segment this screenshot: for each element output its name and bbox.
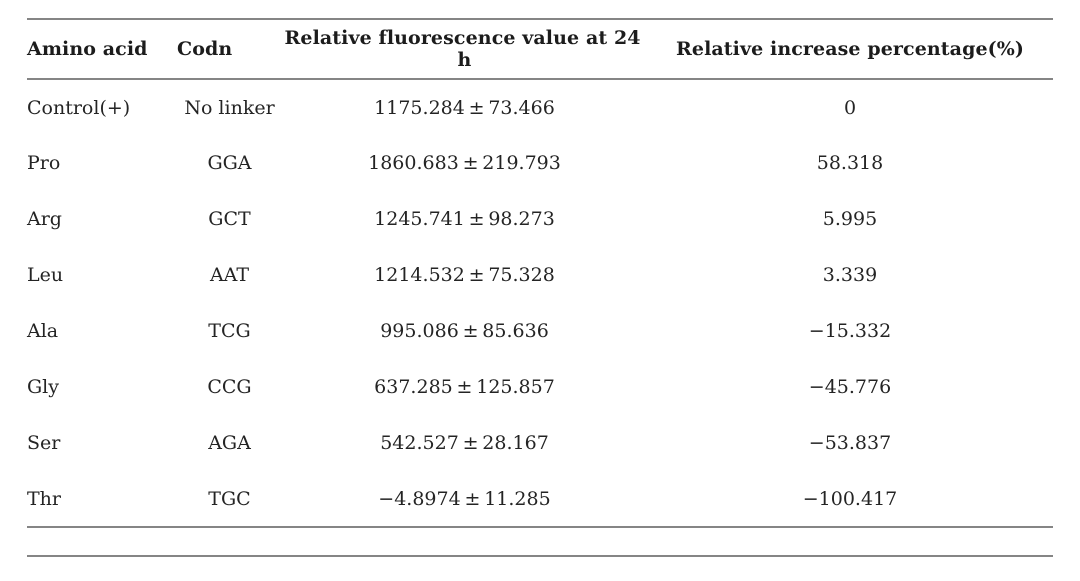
cell-amino-acid: Leu bbox=[27, 264, 64, 286]
cell-codon: GGA bbox=[207, 152, 252, 174]
cell-fluorescence: 1860.683 ± 219.793 bbox=[368, 152, 561, 174]
column-header-fluorescence: Relative fluorescence value at 24 h bbox=[284, 27, 645, 71]
cell-amino-acid: Arg bbox=[27, 208, 62, 230]
cell-amino-acid: Gly bbox=[27, 376, 59, 398]
cell-fluorescence: 1245.741 ± 98.273 bbox=[374, 208, 555, 230]
table-row: Leu AAT 1214.532 ± 75.328 3.339 bbox=[27, 247, 1053, 303]
cell-fluorescence: 995.086 ± 85.636 bbox=[380, 320, 549, 342]
cell-codon: AAT bbox=[209, 264, 250, 286]
cell-increase: 3.339 bbox=[822, 264, 878, 286]
cell-fluorescence: 542.527 ± 28.167 bbox=[380, 432, 549, 454]
cell-amino-acid: Control(+) bbox=[27, 96, 131, 119]
column-header-increase-percentage: Relative increase percentage(%) bbox=[675, 38, 1024, 60]
cell-fluorescence: −4.8974 ± 11.285 bbox=[378, 487, 551, 510]
cell-codon: TGC bbox=[208, 487, 251, 510]
amino-acid-results-table: Amino acid Codn Relative fluorescence va… bbox=[27, 18, 1053, 528]
cell-amino-acid: Pro bbox=[27, 152, 61, 174]
cell-amino-acid: Ser bbox=[27, 432, 61, 454]
cell-increase: 0 bbox=[843, 96, 857, 119]
table-row: Ala TCG 995.086 ± 85.636 −15.332 bbox=[27, 303, 1053, 359]
table-row: Pro GGA 1860.683 ± 219.793 58.318 bbox=[27, 135, 1053, 191]
table-header-row: Amino acid Codn Relative fluorescence va… bbox=[27, 19, 1053, 79]
table-row: Control(+) No linker 1175.284 ± 73.466 0 bbox=[27, 79, 1053, 135]
cell-increase: 58.318 bbox=[816, 152, 884, 174]
table-row: Gly CCG 637.285 ± 125.857 −45.776 bbox=[27, 359, 1053, 415]
table-row: Ser AGA 542.527 ± 28.167 −53.837 bbox=[27, 415, 1053, 471]
cell-fluorescence: 1175.284 ± 73.466 bbox=[374, 96, 555, 119]
column-header-amino-acid: Amino acid bbox=[27, 38, 148, 60]
cell-fluorescence: 637.285 ± 125.857 bbox=[374, 376, 555, 398]
cell-codon: GCT bbox=[208, 208, 251, 230]
cell-increase: −100.417 bbox=[802, 487, 898, 510]
cell-codon: No linker bbox=[184, 96, 275, 119]
amino-acid-results-table-wrap: Amino acid Codn Relative fluorescence va… bbox=[27, 18, 1053, 557]
table-row: Thr TGC −4.8974 ± 11.285 −100.417 bbox=[27, 471, 1053, 527]
cell-increase: −45.776 bbox=[808, 376, 892, 398]
cell-increase: −53.837 bbox=[808, 432, 892, 454]
table-row: Arg GCT 1245.741 ± 98.273 5.995 bbox=[27, 191, 1053, 247]
cell-codon: AGA bbox=[208, 432, 251, 454]
cell-codon: CCG bbox=[207, 376, 252, 398]
cell-amino-acid: Thr bbox=[27, 487, 61, 510]
cell-amino-acid: Ala bbox=[27, 320, 59, 342]
cell-codon: TCG bbox=[208, 320, 251, 342]
cell-fluorescence: 1214.532 ± 75.328 bbox=[374, 264, 555, 286]
column-header-codon: Codn bbox=[177, 38, 233, 60]
cell-increase: −15.332 bbox=[808, 320, 892, 342]
cell-increase: 5.995 bbox=[822, 208, 878, 230]
table-bottom-rule bbox=[27, 555, 1053, 557]
